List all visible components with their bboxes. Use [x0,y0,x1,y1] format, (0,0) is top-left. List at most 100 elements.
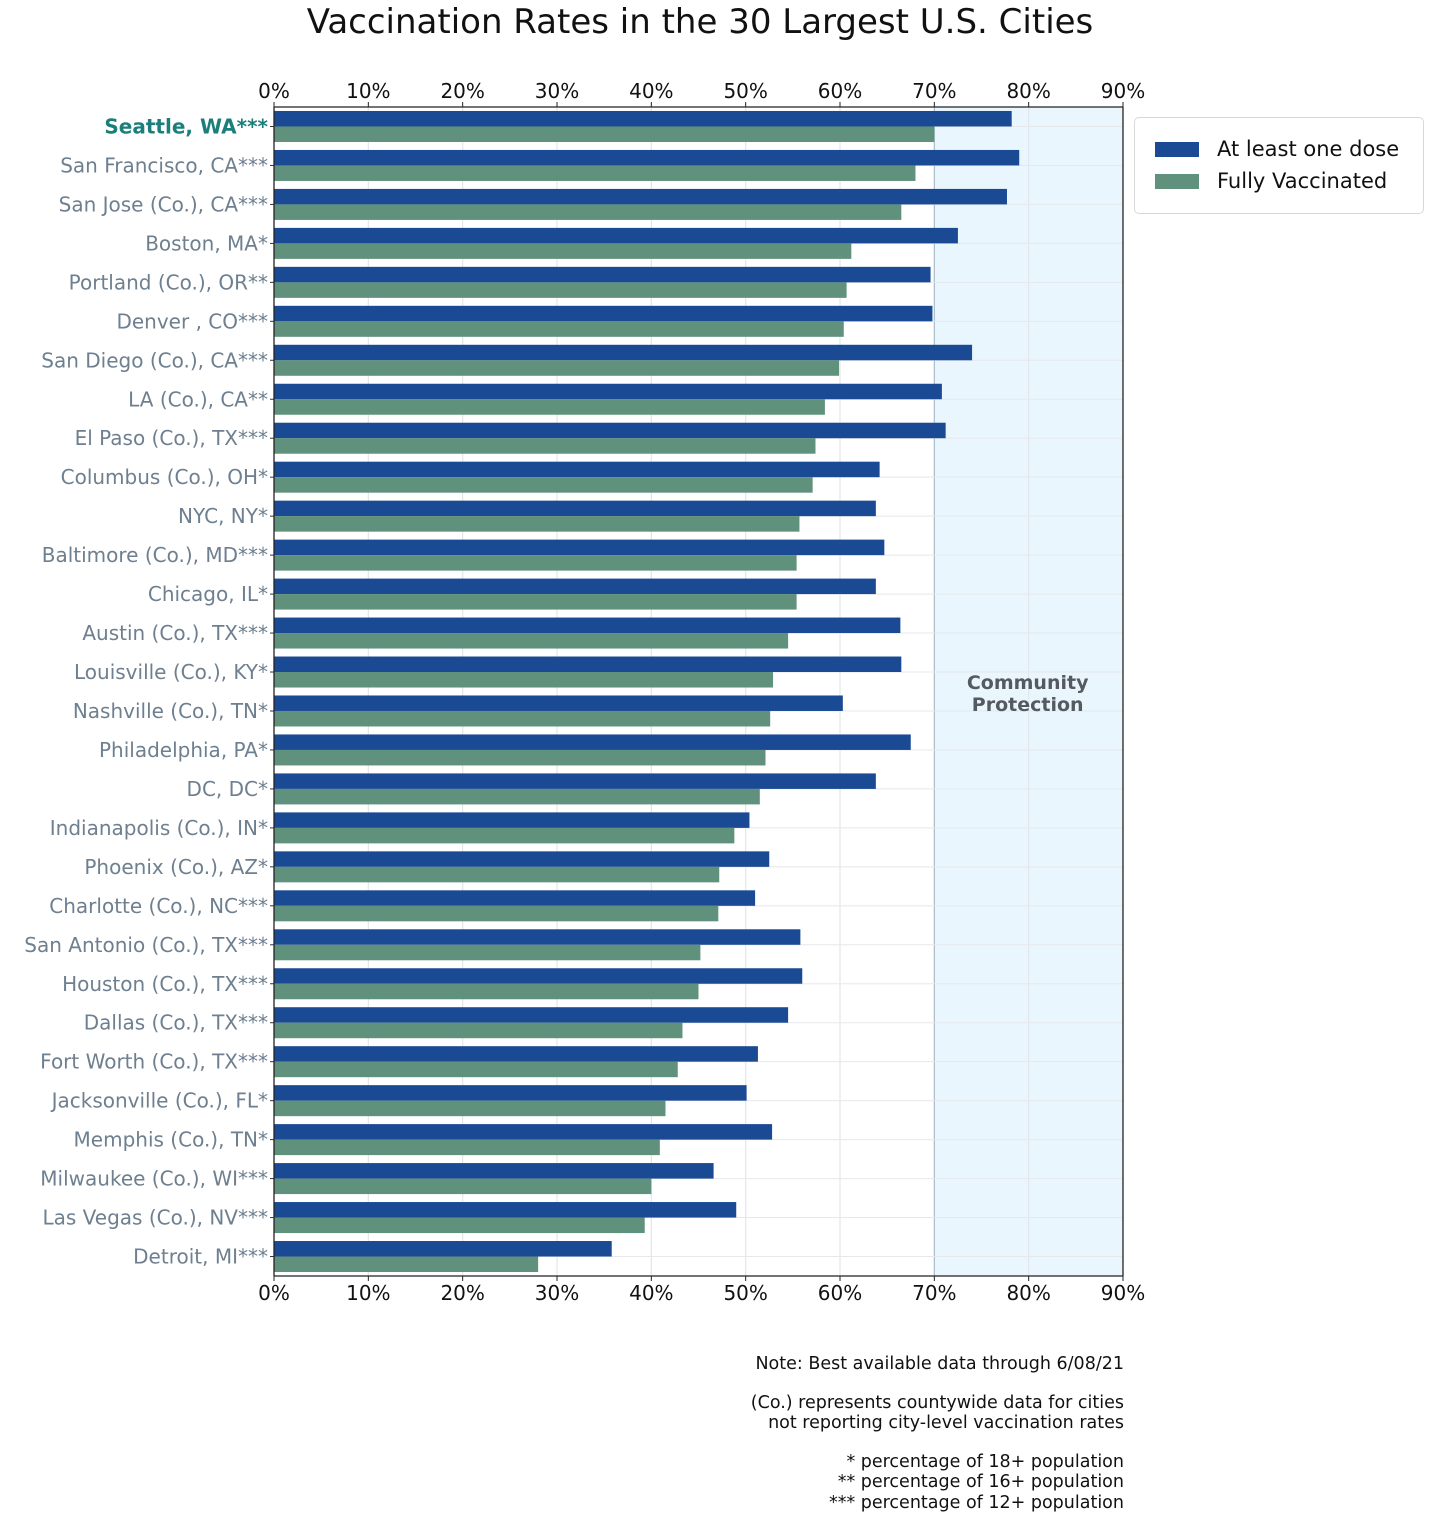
bar-fully-vaccinated [274,1139,660,1156]
category-label: Las Vegas (Co.), NV*** [42,1206,268,1230]
legend-label-first-dose: At least one dose [1217,137,1400,161]
bar-first-dose [274,305,933,322]
bar-fully-vaccinated [274,1256,539,1273]
category-label: Houston (Co.), TX*** [62,972,268,996]
category-label: Charlotte (Co.), NC*** [49,894,268,918]
bar-first-dose [274,383,942,400]
x-tick-label-top: 30% [535,79,579,103]
bar-fully-vaccinated [274,710,771,727]
category-label: San Antonio (Co.), TX*** [24,933,268,957]
bar-first-dose [274,461,880,478]
bar-first-dose [274,500,876,517]
category-label: Louisville (Co.), KY* [74,660,268,684]
x-tick-label-bottom: 0% [258,1281,290,1305]
bar-fully-vaccinated [274,360,840,376]
legend-label-fully-vaccinated: Fully Vaccinated [1217,169,1388,193]
x-tick-label-top: 90% [1101,79,1145,103]
category-label: Boston, MA* [145,231,268,255]
bars [274,110,1020,1273]
category-label: Columbus (Co.), OH* [61,465,268,489]
bar-first-dose [274,188,1007,205]
footnote-12plus: *** percentage of 12+ population [828,1492,1124,1513]
category-label: San Francisco, CA*** [60,153,268,177]
category-label: Jacksonville (Co.), FL* [50,1089,268,1113]
bar-fully-vaccinated [274,321,844,337]
x-tick-label-top: 40% [629,79,673,103]
category-label: Milwaukee (Co.), WI*** [40,1167,268,1191]
bar-first-dose [274,929,801,945]
bar-fully-vaccinated [274,944,701,961]
bar-fully-vaccinated [274,1178,652,1195]
category-label: DC, DC* [187,777,268,801]
bar-first-dose [274,1124,773,1140]
bar-first-dose [274,1046,758,1062]
bar-fully-vaccinated [274,516,800,532]
category-label: San Jose (Co.), CA*** [59,192,268,216]
bar-fully-vaccinated [274,204,902,220]
bar-first-dose [274,812,750,828]
bar-first-dose [274,1202,737,1218]
bar-fully-vaccinated [274,788,760,805]
x-tick-label-bottom: 40% [629,1281,673,1305]
chart-title: Vaccination Rates in the 30 Largest U.S.… [306,2,1094,42]
bar-first-dose [274,734,911,750]
category-label: El Paso (Co.), TX*** [75,426,268,450]
category-label: Portland (Co.), OR** [69,270,268,294]
zone-label-line1: Community [967,672,1089,694]
x-tick-label-bottom: 70% [912,1281,956,1305]
x-tick-label-bottom: 50% [723,1281,767,1305]
bar-fully-vaccinated [274,555,797,571]
x-tick-label-bottom: 90% [1101,1281,1145,1305]
bar-fully-vaccinated [274,672,774,688]
bar-first-dose [274,656,902,673]
category-label: Denver , CO*** [116,309,268,333]
footnote-16plus: ** percentage of 16+ population [837,1472,1124,1492]
category-labels: Seattle, WA*** San Francisco, CA*** San Jo… [24,114,268,1268]
category-label: San Diego (Co.), CA*** [41,348,268,372]
county-note-line1: (Co.) represents countywide data for cit… [750,1392,1124,1413]
category-label: Detroit, MI*** [133,1245,268,1269]
bar-first-dose [274,227,958,244]
bar-fully-vaccinated [274,749,766,766]
category-label: Dallas (Co.), TX*** [84,1011,268,1035]
bar-first-dose [274,617,901,634]
bar-fully-vaccinated [274,165,916,181]
axes: 0% 0% 10% 10% 20% 20% 30% 30% 40% 40% 50% 50% 60% 60%… [258,79,1145,1305]
bar-first-dose [274,344,973,361]
bar-fully-vaccinated [274,1217,645,1234]
category-label: Philadelphia, PA* [99,738,268,762]
bar-first-dose [274,110,1012,127]
x-tick-label-top: 70% [912,79,956,103]
legend-item-first-dose: At least one dose [1155,137,1399,161]
bar-fully-vaccinated [274,633,789,649]
legend-item-fully-vaccinated: Fully Vaccinated [1155,169,1387,193]
x-tick-label-bottom: 80% [1006,1281,1050,1305]
category-label: Baltimore (Co.), MD*** [42,543,268,567]
x-tick-label-bottom: 20% [440,1281,484,1305]
category-label: LA (Co.), CA** [128,387,268,411]
bar-first-dose [274,1085,747,1101]
bar-fully-vaccinated [274,477,813,493]
x-tick-label-top: 50% [723,79,767,103]
bar-fully-vaccinated [274,905,719,922]
x-tick-label-bottom: 60% [818,1281,862,1305]
footnote-18plus: * percentage of 18+ population [846,1451,1124,1472]
bar-first-dose [274,1007,789,1023]
bar-first-dose [274,851,770,867]
category-label: Phoenix (Co.), AZ* [84,855,268,879]
bar-fully-vaccinated [274,827,735,844]
category-label: Fort Worth (Co.), TX*** [40,1050,268,1074]
x-tick-label-top: 20% [440,79,484,103]
x-tick-label-top: 10% [346,79,390,103]
bar-first-dose [274,890,756,906]
x-tick-label-top: 60% [818,79,862,103]
bar-fully-vaccinated [274,282,847,298]
bar-first-dose [274,422,946,439]
bar-fully-vaccinated [274,1061,678,1078]
county-note-line2: not reporting city-level vaccination rat… [768,1413,1124,1433]
bar-fully-vaccinated [274,243,852,259]
data-date-note: Note: Best available data through 6/08/2… [755,1354,1124,1374]
legend-swatch-first-dose [1155,141,1199,157]
category-label: Nashville (Co.), TN* [73,699,268,723]
